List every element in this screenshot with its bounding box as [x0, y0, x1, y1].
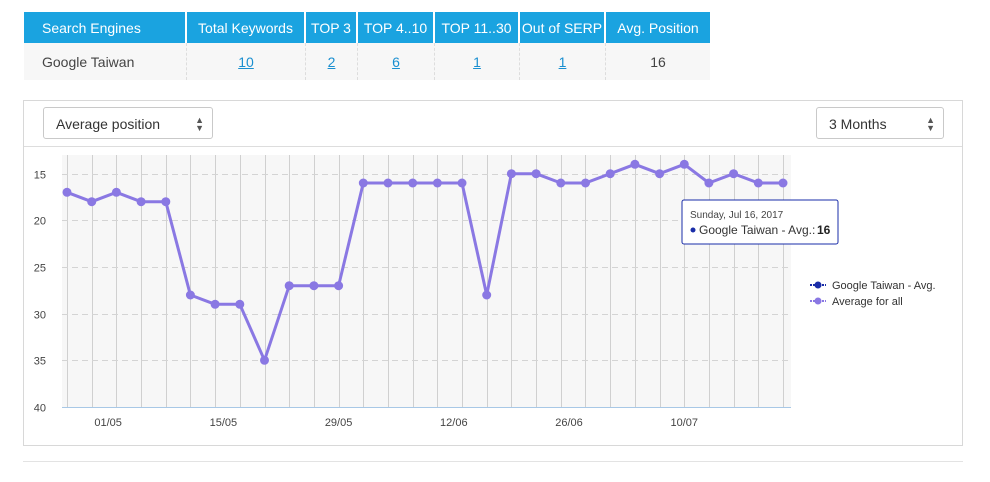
top3-cell: 2: [306, 43, 358, 80]
header-top4-10: TOP 4..10: [358, 12, 435, 43]
out-of-serp-cell: 1: [520, 43, 606, 80]
header-top11-30: TOP 11..30: [435, 12, 520, 43]
legend-item-google[interactable]: Google Taiwan - Avg.: [810, 280, 936, 292]
metric-select-value: Average position: [56, 116, 161, 132]
header-search-engines: Search Engines: [24, 12, 187, 43]
legend-google-label: Google Taiwan - Avg.: [832, 280, 936, 292]
top3-link[interactable]: 2: [327, 53, 336, 70]
select-arrows-icon: ▲ ▼: [926, 115, 935, 133]
legend-average-label: Average for all: [832, 296, 903, 308]
header-total-keywords: Total Keywords: [187, 12, 306, 43]
total-keywords-cell: 10: [187, 43, 306, 80]
chart-panel: Average position ▲ ▼ 3 Months ▲ ▼: [23, 100, 963, 446]
header-top3: TOP 3: [306, 12, 358, 43]
range-select-value: 3 Months: [829, 116, 887, 132]
legend-item-average[interactable]: Average for all: [810, 296, 903, 308]
select-arrows-icon: ▲ ▼: [195, 115, 204, 133]
summary-table: Search Engines Total Keywords TOP 3 TOP …: [24, 12, 710, 80]
top4-10-link[interactable]: 6: [392, 53, 400, 70]
top4-10-cell: 6: [358, 43, 435, 80]
chart-toolbar: Average position ▲ ▼ 3 Months ▲ ▼: [24, 101, 962, 147]
bottom-divider: [23, 461, 963, 462]
engine-name: Google Taiwan: [24, 43, 187, 80]
range-select[interactable]: 3 Months ▲ ▼: [816, 107, 944, 139]
out-of-serp-link[interactable]: 1: [558, 53, 567, 70]
summary-header-row: Search Engines Total Keywords TOP 3 TOP …: [24, 12, 710, 43]
top11-30-link[interactable]: 1: [473, 53, 481, 70]
top11-30-cell: 1: [435, 43, 520, 80]
total-keywords-link[interactable]: 10: [238, 53, 254, 70]
chart-legend: Google Taiwan - Avg. Average for all: [810, 280, 936, 308]
header-out-of-serp: Out of SERP: [520, 12, 606, 43]
metric-select[interactable]: Average position ▲ ▼: [43, 107, 213, 139]
legend-google-dot-icon: [814, 281, 822, 289]
avg-position-value: 16: [606, 43, 710, 80]
header-avg-position: Avg. Position: [606, 12, 710, 43]
legend-average-dot-icon: [814, 297, 822, 305]
table-row: Google Taiwan 10 2 6 1 1 16: [24, 43, 710, 80]
